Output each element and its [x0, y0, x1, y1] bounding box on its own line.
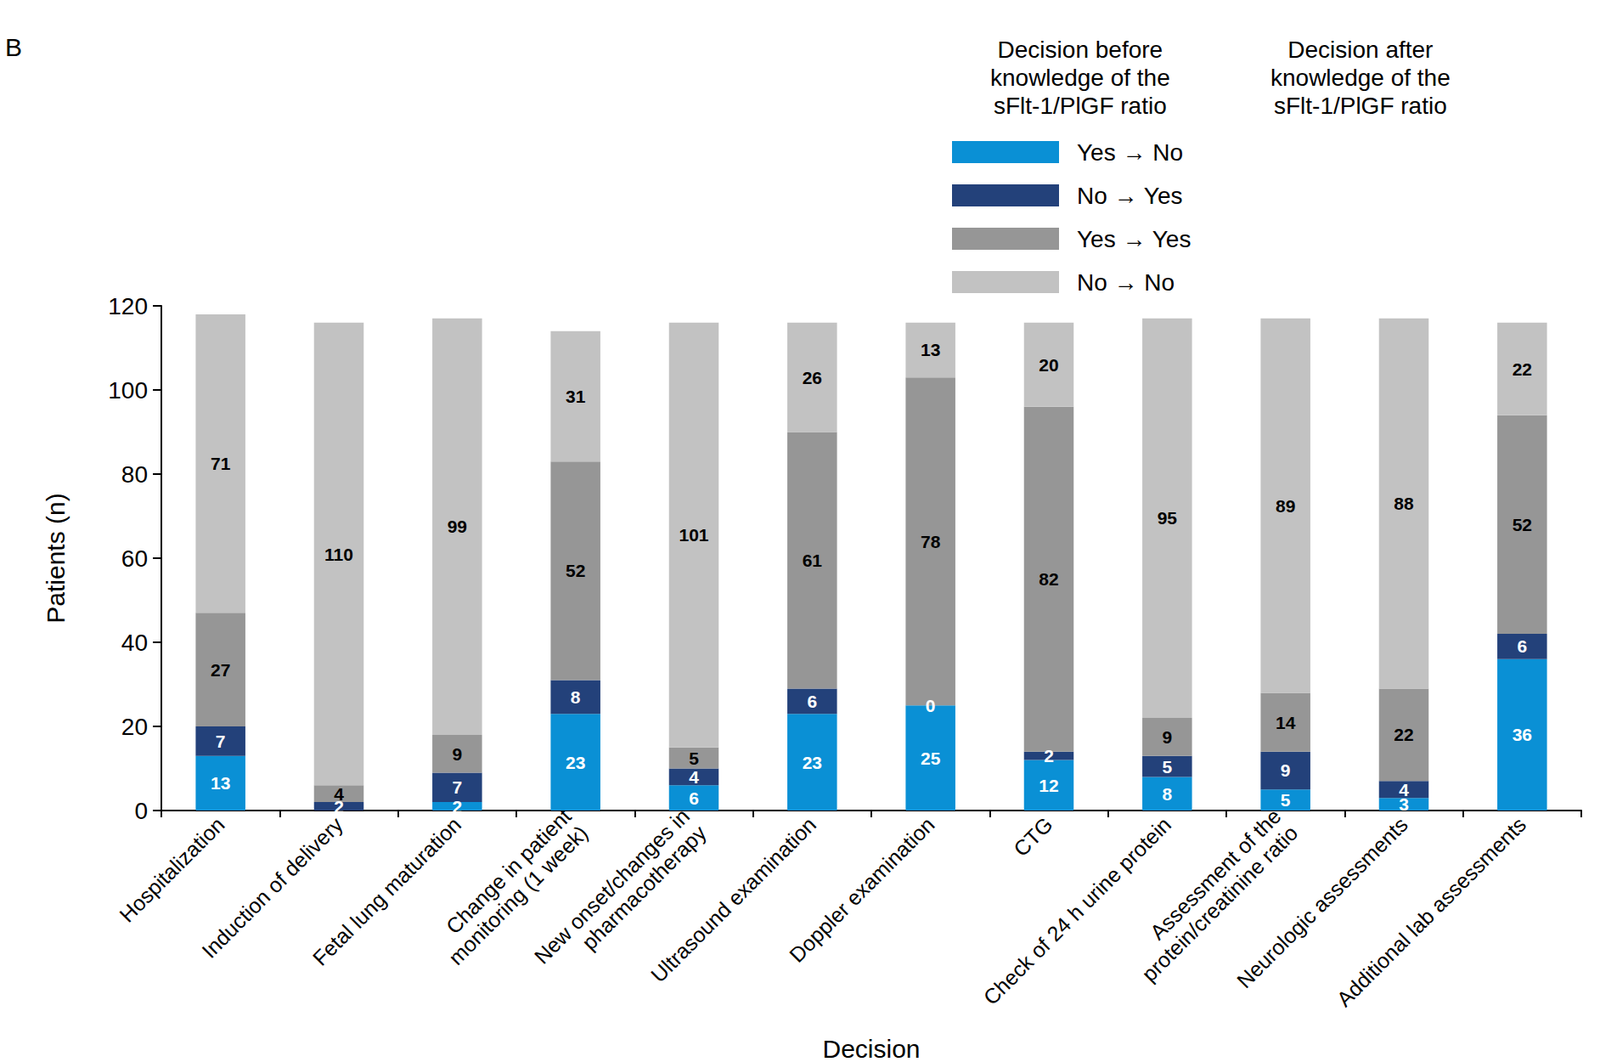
svg-text:71: 71 [210, 453, 231, 474]
svg-text:2: 2 [333, 796, 344, 816]
svg-text:Yes → Yes: Yes → Yes [1076, 225, 1191, 253]
svg-text:Decision after: Decision after [1287, 36, 1433, 63]
svg-text:31: 31 [565, 386, 586, 406]
svg-text:110: 110 [324, 544, 354, 564]
svg-text:101: 101 [678, 524, 709, 545]
svg-text:89: 89 [1275, 495, 1296, 516]
svg-text:52: 52 [1512, 514, 1533, 535]
svg-text:8: 8 [1161, 783, 1172, 804]
svg-text:4: 4 [333, 783, 344, 804]
svg-text:12: 12 [1038, 775, 1059, 795]
svg-text:protein/creatinine ratio: protein/creatinine ratio [1137, 820, 1303, 986]
svg-text:6: 6 [688, 788, 699, 808]
svg-text:6: 6 [806, 691, 817, 711]
svg-text:monitoring (1 week): monitoring (1 week) [444, 820, 593, 970]
svg-text:Patients (n): Patients (n) [41, 492, 70, 623]
svg-text:25: 25 [920, 748, 941, 768]
svg-text:Check of 24 h urine protein: Check of 24 h urine protein [978, 811, 1176, 1009]
svg-text:23: 23 [802, 752, 823, 772]
svg-text:4: 4 [688, 766, 699, 787]
svg-text:9: 9 [1161, 726, 1172, 747]
svg-text:80: 80 [121, 461, 148, 488]
svg-text:knowledge of the: knowledge of the [1270, 64, 1451, 91]
svg-text:13: 13 [210, 772, 231, 793]
svg-text:Assessment of the: Assessment of the [1145, 803, 1286, 944]
svg-text:New onset/changes in: New onset/changes in [529, 803, 694, 969]
svg-text:5: 5 [688, 748, 699, 768]
svg-text:95: 95 [1157, 507, 1178, 528]
svg-text:36: 36 [1512, 724, 1533, 744]
svg-text:120: 120 [107, 292, 148, 320]
svg-text:40: 40 [121, 629, 148, 656]
svg-text:B: B [5, 33, 23, 62]
svg-text:82: 82 [1038, 569, 1059, 589]
svg-text:20: 20 [121, 713, 148, 740]
svg-text:20: 20 [1038, 354, 1059, 375]
svg-text:2: 2 [1043, 745, 1054, 766]
svg-text:Doppler examination: Doppler examination [784, 811, 940, 967]
svg-text:26: 26 [802, 367, 823, 388]
svg-text:Decision before: Decision before [997, 36, 1164, 63]
svg-text:7: 7 [215, 731, 226, 751]
svg-text:3: 3 [1398, 794, 1409, 814]
svg-text:22: 22 [1512, 359, 1533, 379]
svg-text:9: 9 [451, 743, 462, 764]
svg-text:7: 7 [451, 777, 462, 797]
svg-text:Change in patient: Change in patient [441, 803, 576, 939]
svg-text:Yes → No: Yes → No [1076, 139, 1184, 166]
svg-text:27: 27 [210, 659, 231, 680]
svg-text:pharmacotherapy: pharmacotherapy [577, 820, 711, 954]
svg-text:Fetal lung maturation: Fetal lung maturation [307, 811, 466, 970]
svg-text:0: 0 [134, 797, 148, 824]
svg-text:60: 60 [121, 545, 148, 572]
svg-text:52: 52 [565, 560, 586, 581]
svg-text:61: 61 [802, 550, 823, 570]
svg-text:5: 5 [1280, 789, 1291, 810]
svg-text:Induction of delivery: Induction of delivery [197, 811, 348, 963]
svg-text:13: 13 [920, 339, 941, 360]
svg-text:99: 99 [447, 516, 468, 536]
svg-text:Decision: Decision [822, 1034, 920, 1062]
svg-text:100: 100 [107, 377, 148, 404]
svg-text:22: 22 [1393, 724, 1414, 744]
svg-text:9: 9 [1280, 760, 1291, 780]
svg-text:No → No: No → No [1076, 269, 1175, 296]
svg-text:4: 4 [1398, 779, 1409, 800]
svg-text:Ultrasound examination: Ultrasound examination [646, 811, 821, 987]
svg-text:CTG: CTG [1008, 811, 1058, 861]
svg-text:0: 0 [925, 695, 936, 716]
svg-text:Additional lab assessments: Additional lab assessments [1331, 811, 1531, 1011]
svg-text:sFlt-1/PlGF ratio: sFlt-1/PlGF ratio [993, 92, 1167, 119]
svg-text:6: 6 [1516, 636, 1527, 656]
svg-text:sFlt-1/PlGF ratio: sFlt-1/PlGF ratio [1273, 92, 1448, 119]
svg-text:Neurologic assessments: Neurologic assessments [1231, 811, 1413, 993]
svg-text:14: 14 [1275, 712, 1296, 733]
svg-text:88: 88 [1393, 493, 1415, 513]
svg-text:8: 8 [570, 687, 581, 707]
svg-text:5: 5 [1161, 756, 1172, 777]
svg-text:78: 78 [920, 531, 941, 552]
svg-text:2: 2 [451, 796, 462, 817]
svg-text:knowledge of the: knowledge of the [990, 64, 1171, 91]
svg-text:Hospitalization: Hospitalization [114, 811, 230, 927]
svg-text:23: 23 [565, 752, 586, 772]
svg-text:No → Yes: No → Yes [1076, 182, 1184, 209]
